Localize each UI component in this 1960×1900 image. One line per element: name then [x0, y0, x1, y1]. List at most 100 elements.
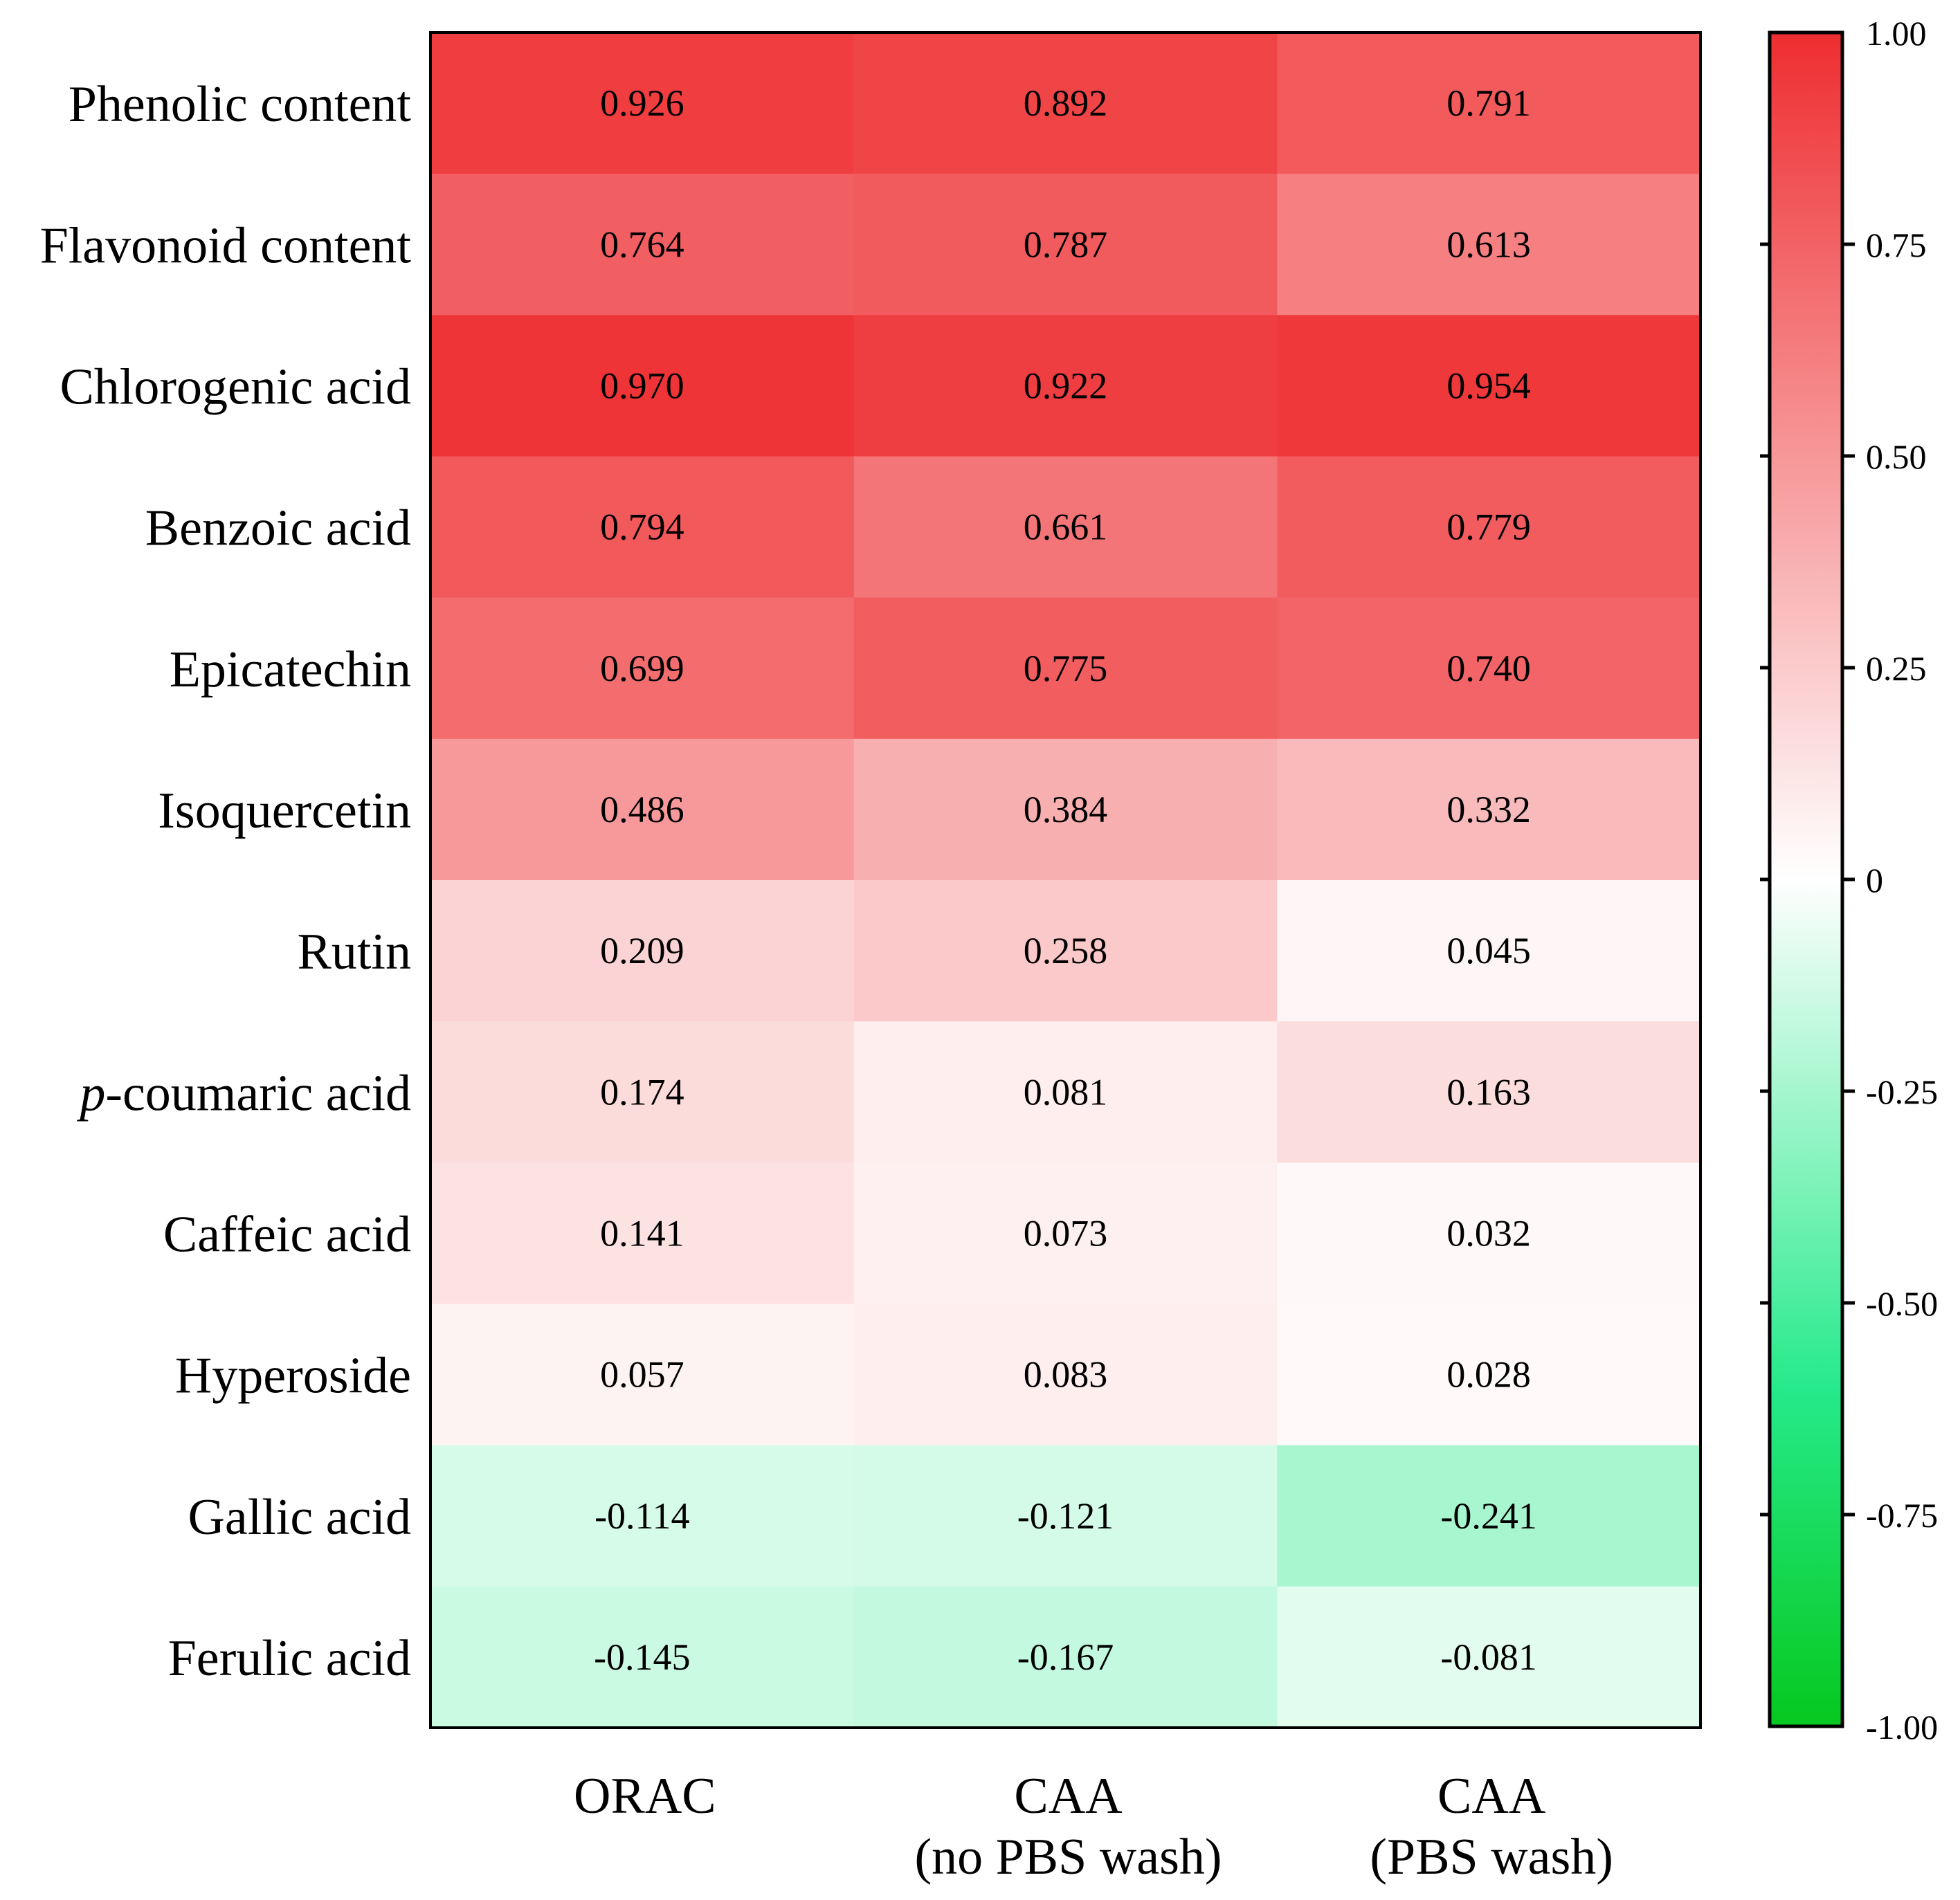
heatmap-cell — [430, 33, 855, 174]
cell-value-label: 0.174 — [600, 1071, 684, 1113]
cell-value-label: 0.970 — [600, 365, 684, 406]
cell-value-label: 0.954 — [1446, 365, 1531, 406]
cell-value-label: 0.791 — [1446, 82, 1531, 124]
heatmap-cell — [853, 1586, 1278, 1728]
cell-value-label: 0.764 — [600, 223, 684, 265]
row-label: Phenolic content — [69, 76, 412, 133]
row-label: Epicatechin — [170, 641, 411, 698]
heatmap-cell — [430, 1021, 855, 1163]
cell-value-label: 0.775 — [1024, 648, 1108, 689]
cell-value-label: -0.114 — [595, 1495, 689, 1537]
heatmap-cell — [1277, 597, 1701, 740]
colorbar-tick-label: -1.00 — [1866, 1708, 1938, 1746]
heatmap-cell — [853, 738, 1278, 881]
column-label: CAA — [1437, 1768, 1545, 1825]
column-label: CAA — [1014, 1768, 1122, 1825]
cell-value-label: 0.209 — [600, 930, 684, 971]
cell-value-label: 0.661 — [1024, 506, 1108, 548]
column-label: (PBS wash) — [1370, 1829, 1613, 1885]
heatmap-cell — [1277, 1445, 1701, 1587]
colorbar-tick-label: 1.00 — [1866, 14, 1927, 53]
row-label: Flavonoid content — [40, 217, 412, 274]
cell-value-label: 0.892 — [1024, 82, 1108, 124]
row-label: Rutin — [298, 924, 411, 980]
column-label: ORAC — [574, 1768, 716, 1825]
heatmap-cell — [1277, 738, 1701, 881]
cell-value-label: 0.141 — [600, 1212, 684, 1254]
cell-value-label: 0.486 — [600, 789, 684, 830]
cell-value-label: 0.258 — [1024, 930, 1108, 971]
row-label: p-coumaric acid — [76, 1065, 411, 1122]
row-label: Isoquercetin — [158, 783, 411, 839]
row-label: Ferulic acid — [168, 1630, 411, 1687]
heatmap-cell — [853, 1162, 1278, 1304]
cell-value-label: -0.241 — [1440, 1495, 1536, 1537]
heatmap-cell — [853, 880, 1278, 1022]
heatmap-cell — [430, 1586, 855, 1728]
colorbar-tick-label: 0.75 — [1866, 226, 1927, 264]
heatmap-cell — [1277, 1021, 1701, 1163]
cell-value-label: 0.083 — [1024, 1354, 1108, 1396]
row-label: Benzoic acid — [145, 500, 411, 557]
cell-value-label: -0.167 — [1017, 1636, 1114, 1678]
heatmap-cell — [853, 1021, 1278, 1163]
cell-value-label: 0.779 — [1446, 506, 1531, 548]
heatmap-cell — [430, 456, 855, 599]
row-label: Chlorogenic acid — [60, 358, 411, 415]
colorbar-tick-label: -0.75 — [1866, 1496, 1938, 1535]
heatmap-cell — [1277, 315, 1701, 457]
heatmap-cell — [1277, 456, 1701, 599]
heatmap-cell — [430, 174, 855, 316]
cell-value-label: 0.787 — [1024, 223, 1108, 265]
cell-value-label: 0.057 — [600, 1354, 684, 1396]
heatmap-cell — [1277, 1162, 1701, 1304]
heatmap-cell — [430, 1162, 855, 1304]
cell-value-label: 0.045 — [1446, 930, 1531, 971]
heatmap-cells: 0.926 0.892 0.791 0.764 0.787 0.613 0.970 0.922… — [430, 33, 1701, 1728]
heatmap-border — [429, 31, 1702, 1729]
column-label: (no PBS wash) — [914, 1829, 1222, 1885]
cell-value-label: 0.926 — [600, 82, 684, 124]
cell-value-label: -0.121 — [1017, 1495, 1114, 1537]
cell-value-label: 0.740 — [1446, 648, 1531, 689]
heatmap-cell — [853, 315, 1278, 457]
row-label: Hyperoside — [175, 1348, 411, 1405]
cell-value-label: 0.384 — [1024, 789, 1108, 830]
colorbar-tick-label: 0.25 — [1866, 649, 1927, 688]
heatmap-cell — [1277, 174, 1701, 316]
heatmap-cell — [853, 597, 1278, 740]
heatmap-cell — [1277, 1304, 1701, 1446]
row-labels: Phenolic content Flavonoid content Chlorog… — [40, 76, 412, 1687]
heatmap-cell — [1277, 880, 1701, 1022]
heatmap-cell — [853, 1304, 1278, 1446]
row-label: Caffeic acid — [163, 1206, 411, 1263]
heatmap-cell — [430, 738, 855, 881]
cell-value-label: -0.081 — [1440, 1636, 1536, 1678]
heatmap-cell — [853, 1445, 1278, 1587]
cell-value-label: 0.028 — [1446, 1354, 1531, 1396]
cell-value-label: 0.794 — [600, 506, 684, 548]
cell-value-label: 0.073 — [1024, 1212, 1108, 1254]
row-label: Gallic acid — [188, 1489, 411, 1546]
cell-value-label: 0.699 — [600, 648, 684, 689]
heatmap-cell — [430, 880, 855, 1022]
cell-value-label: -0.145 — [594, 1636, 690, 1678]
colorbar-tick-label: -0.50 — [1866, 1284, 1938, 1323]
heatmap-cell — [430, 1445, 855, 1587]
colorbar-tick-label: 0.50 — [1866, 437, 1927, 476]
colorbar: 1.00 0.75 0.50 0.25 0 -0.25 -0.50 -0.75 -1.00 — [1760, 14, 1938, 1746]
cell-value-label: 0.163 — [1446, 1071, 1531, 1113]
cell-value-label: 0.922 — [1024, 365, 1108, 406]
heatmap-cell — [853, 33, 1278, 174]
heatmap-cell — [1277, 33, 1701, 174]
heatmap-cell — [1277, 1586, 1701, 1728]
cell-value-label: 0.332 — [1446, 789, 1531, 830]
cell-value-label: 0.081 — [1024, 1071, 1108, 1113]
heatmap-cell — [853, 174, 1278, 316]
colorbar-tick-label: 0 — [1866, 861, 1883, 899]
heatmap-cell — [430, 315, 855, 457]
cell-value-label: 0.032 — [1446, 1212, 1531, 1254]
heatmap-cell — [430, 1304, 855, 1446]
